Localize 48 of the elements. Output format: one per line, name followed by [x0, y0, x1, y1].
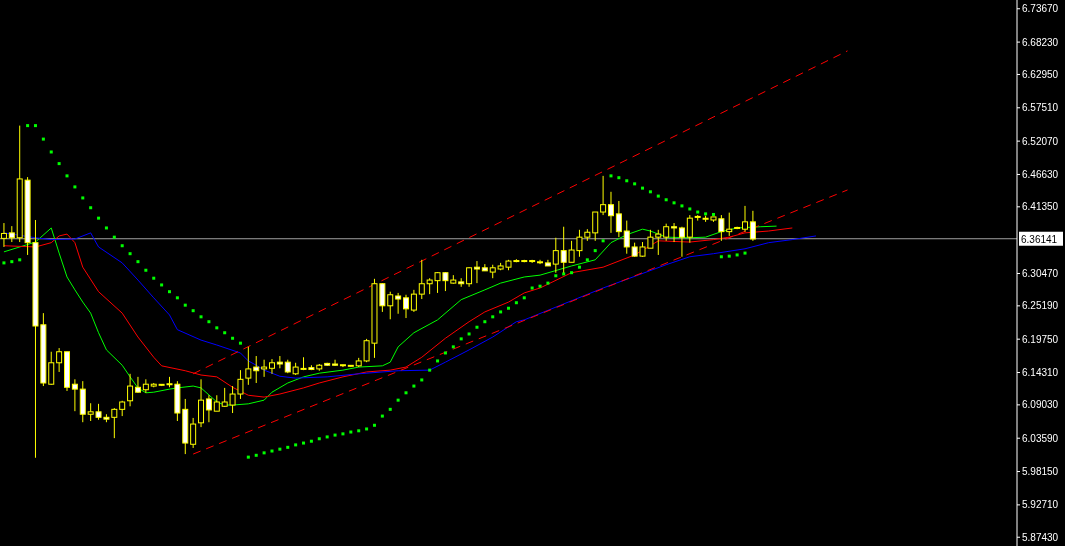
y-tick-label: 6.68230 — [1022, 36, 1059, 48]
y-tick-label: 6.25190 — [1022, 300, 1059, 312]
y-tick-label: 6.73670 — [1022, 3, 1059, 15]
y-tick-label: 5.92710 — [1022, 499, 1059, 511]
y-tick-label: 5.87430 — [1022, 531, 1059, 543]
candlestick — [127, 373, 134, 407]
candlestick — [205, 394, 212, 423]
candlestick — [473, 260, 480, 284]
y-tick-label: 6.03590 — [1022, 432, 1059, 444]
candlestick — [261, 359, 268, 378]
candlestick — [395, 292, 402, 315]
candlestick — [56, 347, 63, 373]
candlestick — [268, 358, 275, 375]
candlestick — [339, 364, 346, 368]
candlestick — [403, 294, 410, 319]
y-tick-label: 6.62950 — [1022, 69, 1059, 80]
candlestick — [600, 175, 607, 216]
y-tick-label: 6.14310 — [1022, 367, 1059, 379]
candlestick — [742, 205, 749, 233]
y-tick-label: 6.30470 — [1022, 268, 1059, 280]
candlestick — [190, 417, 197, 449]
y-tick-label: 6.19750 — [1022, 333, 1059, 345]
candlestick — [615, 200, 622, 238]
candlestick — [678, 226, 685, 258]
candlestick — [537, 259, 544, 265]
candlestick — [686, 214, 693, 244]
candlestick — [134, 376, 141, 394]
candlestick — [253, 355, 260, 384]
candlestick — [198, 378, 205, 428]
candlestick — [410, 289, 417, 313]
ref-line-label: 6.36141 — [1021, 233, 1058, 245]
y-tick-label: 6.46630 — [1022, 169, 1059, 181]
y-tick-label: 6.41350 — [1022, 201, 1059, 213]
candlestick — [466, 266, 473, 288]
candlestick — [671, 222, 678, 243]
y-tick-label: 5.98150 — [1022, 466, 1059, 478]
candlestick — [332, 359, 339, 367]
candlestick — [749, 210, 756, 242]
candlestick — [592, 211, 599, 242]
candlestick — [607, 191, 614, 234]
y-tick-label: 6.52070 — [1022, 135, 1059, 147]
candlestick — [245, 346, 252, 386]
candlestick — [552, 237, 559, 274]
y-tick-label: 6.09030 — [1022, 399, 1059, 411]
candlestick — [71, 378, 78, 412]
candlestick — [418, 259, 425, 300]
y-tick-label: 6.57510 — [1022, 102, 1059, 114]
candlestick — [276, 355, 283, 369]
